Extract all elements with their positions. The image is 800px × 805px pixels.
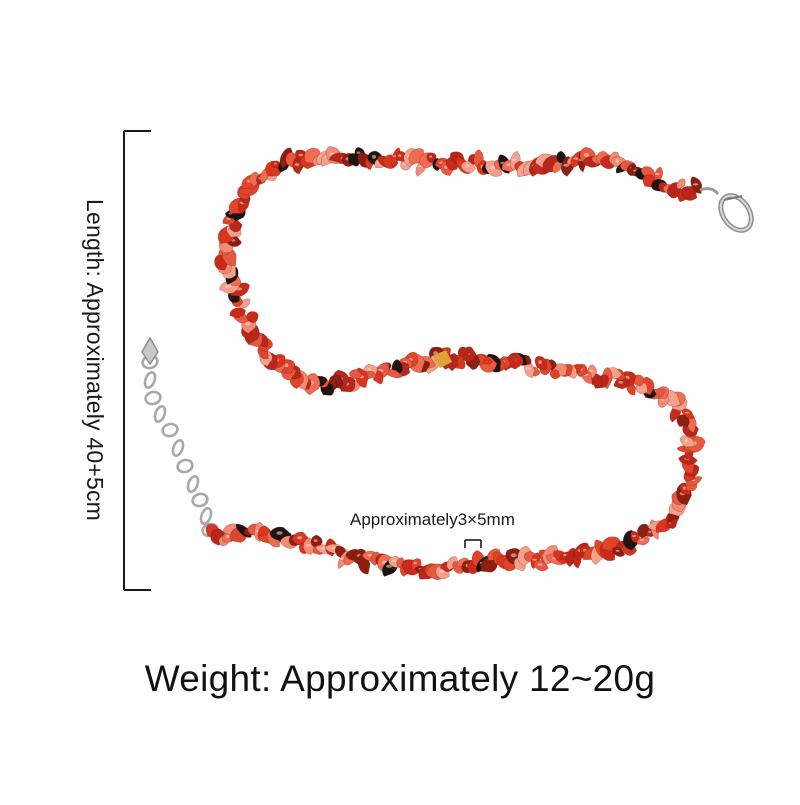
bead-highlight: [655, 173, 660, 175]
bead-highlight: [245, 321, 251, 326]
bead-highlight: [392, 559, 397, 563]
bead-chip: [676, 178, 686, 190]
bead-chip: [640, 166, 656, 179]
bead-highlight: [573, 157, 579, 160]
bead-highlight: [511, 158, 518, 161]
chip-size-bracket-icon: [464, 539, 482, 548]
bead-chip: [552, 160, 562, 174]
bead-highlight: [510, 553, 517, 558]
bead-highlight: [682, 486, 686, 490]
bead-highlight: [615, 549, 620, 552]
bead-highlight: [506, 163, 512, 167]
bead-highlight: [489, 165, 496, 170]
bead-highlight: [297, 536, 303, 540]
chain-link: [143, 371, 157, 389]
bead-highlight: [640, 539, 645, 541]
chain-link: [176, 458, 194, 474]
bead-highlight: [284, 363, 289, 368]
bead-highlight: [531, 558, 537, 561]
chip-size-label: Approximately3×5mm: [350, 510, 515, 529]
weight-label: Weight: Approximately 12~20g: [144, 658, 656, 699]
bead-highlight: [313, 539, 318, 542]
chain-link: [161, 422, 179, 438]
bead-highlight: [563, 163, 570, 167]
bead-chip: [229, 307, 246, 319]
bead-chip: [349, 369, 363, 380]
bead-highlight: [226, 534, 230, 539]
bead-highlight: [273, 162, 277, 165]
chain-link: [186, 475, 200, 493]
bead-highlight: [298, 153, 304, 157]
bead-highlight: [439, 569, 445, 573]
bead-chip: [549, 369, 561, 380]
bead-highlight: [276, 531, 283, 535]
bead-highlight: [294, 163, 300, 166]
bead-highlight: [618, 381, 624, 384]
bead-highlight: [525, 367, 532, 370]
bead-highlight: [538, 360, 542, 365]
bead-highlight: [692, 183, 699, 186]
bead-highlight: [403, 163, 407, 166]
bead-highlight: [385, 564, 393, 568]
bead-chip: [676, 414, 690, 427]
bead-highlight: [225, 284, 232, 288]
length-label: Length: Approximately 40+5cm: [82, 198, 108, 522]
length-bracket-icon: [123, 130, 151, 591]
chain-link: [171, 439, 185, 457]
bead-highlight: [589, 369, 594, 372]
chain-link: [191, 492, 209, 508]
lobster-clasp-icon: [699, 187, 754, 233]
bead-highlight: [615, 159, 620, 163]
bead-highlight: [684, 438, 688, 443]
bead-strand: [205, 146, 706, 581]
bead-highlight: [563, 554, 568, 556]
extender-tail-icon: [141, 336, 159, 366]
bead-highlight: [321, 547, 327, 550]
bead-highlight: [632, 534, 636, 538]
bead-chip: [653, 166, 664, 184]
bead-highlight: [371, 155, 377, 159]
bead-chip: [636, 536, 650, 546]
bead-highlight: [465, 164, 470, 168]
bead-highlight: [583, 153, 590, 157]
bead-highlight: [433, 351, 438, 355]
bead-chip: [681, 408, 695, 419]
bead-chip: [426, 152, 437, 163]
extender-chain-icon: [141, 354, 219, 538]
bead-highlight: [367, 368, 372, 372]
bead-chip: [530, 552, 541, 570]
bead-highlight: [429, 155, 433, 158]
bead-highlight: [648, 531, 652, 533]
bead-chip: [246, 311, 259, 324]
bead-highlight: [398, 154, 402, 157]
bead-highlight: [684, 411, 690, 414]
bead-highlight: [356, 151, 361, 154]
amber-chip: [432, 350, 452, 368]
bead-highlight: [306, 543, 311, 547]
bead-chip: [681, 186, 698, 201]
bead-highlight: [413, 561, 418, 565]
chain-link: [144, 390, 162, 406]
chain-link: [199, 507, 213, 525]
chain-link: [153, 405, 167, 423]
bead-highlight: [367, 554, 373, 557]
bead-highlight: [537, 563, 543, 566]
